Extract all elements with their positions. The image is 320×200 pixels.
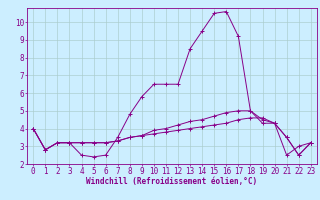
X-axis label: Windchill (Refroidissement éolien,°C): Windchill (Refroidissement éolien,°C) bbox=[86, 177, 258, 186]
